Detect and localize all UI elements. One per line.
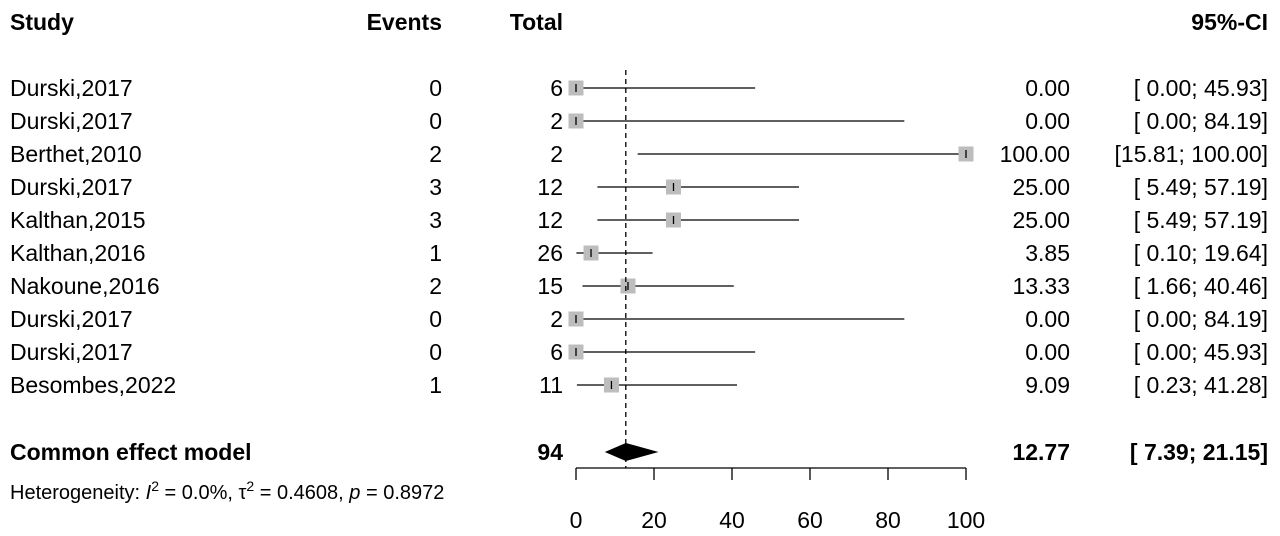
study-ci: [ 0.00; 84.19]: [1134, 306, 1268, 332]
study-ci: [ 5.49; 57.19]: [1134, 174, 1268, 200]
study-events: 1: [429, 240, 442, 266]
pooled-total: 94: [537, 439, 563, 465]
study-estimate: 0.00: [1025, 108, 1070, 134]
study-events: 3: [429, 174, 442, 200]
study-events: 0: [429, 306, 442, 332]
study-row: Kalthan,2015 3 12 25.00 [ 5.49; 57.19]: [10, 207, 1268, 233]
pooled-ci: [ 7.39; 21.15]: [1130, 439, 1268, 465]
study-row: Berthet,2010 2 2 100.00 [15.81; 100.00]: [10, 141, 1268, 167]
study-name: Kalthan,2016: [10, 240, 146, 266]
study-total: 12: [537, 207, 563, 233]
het-p-symbol: p: [348, 482, 360, 504]
study-row: Durski,2017 3 12 25.00 [ 5.49; 57.19]: [10, 174, 1268, 200]
study-events: 0: [429, 339, 442, 365]
x-tick-label: 20: [641, 507, 667, 533]
het-i2-value: = 0.0%,: [159, 482, 239, 504]
study-total: 11: [539, 372, 563, 398]
het-tau2-value: = 0.4608,: [254, 482, 349, 504]
study-ci: [ 1.66; 40.46]: [1134, 273, 1268, 299]
study-ci: [ 0.23; 41.28]: [1134, 372, 1268, 398]
pooled-row: Common effect model 94 12.77 [ 7.39; 21.15]: [10, 439, 1268, 465]
study-name: Berthet,2010: [10, 141, 142, 167]
header-events: Events: [367, 9, 442, 35]
study-estimate: 0.00: [1025, 75, 1070, 101]
study-row: Kalthan,2016 1 26 3.85 [ 0.10; 19.64]: [10, 240, 1268, 266]
study-estimate: 25.00: [1012, 207, 1070, 233]
x-axis: 0 20 40 60 80 100: [570, 467, 985, 533]
study-events: 0: [429, 75, 442, 101]
study-ci: [ 5.49; 57.19]: [1134, 207, 1268, 233]
study-name: Besombes,2022: [10, 372, 176, 398]
study-events: 2: [429, 141, 442, 167]
study-row: Durski,2017 0 6 0.00 [ 0.00; 45.93]: [10, 75, 1268, 101]
study-name: Kalthan,2015: [10, 207, 146, 233]
study-rows: Durski,2017 0 6 0.00[ 0.00; 45.93]Durski,20…: [10, 75, 1268, 398]
study-name: Durski,2017: [10, 108, 133, 134]
study-estimate: 0.00: [1025, 306, 1070, 332]
study-name: Nakoune,2016: [10, 273, 160, 299]
study-estimate: 25.00: [1012, 174, 1070, 200]
study-total: 2: [550, 141, 563, 167]
study-ci: [15.81; 100.00]: [1115, 141, 1268, 167]
study-total: 26: [537, 240, 563, 266]
study-name: Durski,2017: [10, 306, 133, 332]
header-study: Study: [10, 9, 74, 35]
x-tick-label: 0: [570, 507, 583, 533]
study-name: Durski,2017: [10, 75, 133, 101]
study-name: Durski,2017: [10, 339, 133, 365]
het-p-value: = 0.8972: [360, 482, 444, 504]
study-row: Besombes,2022 1 11 9.09[ 0.23; 41.28]: [10, 372, 1268, 398]
x-tick-label: 60: [797, 507, 823, 533]
study-estimate: 3.85: [1025, 240, 1070, 266]
study-events: 1: [429, 372, 442, 398]
study-total: 6: [550, 75, 563, 101]
study-estimate: 100.00: [1000, 141, 1070, 167]
study-row: Nakoune,2016 2 15 13.33 [ 1.66; 40.46]: [10, 273, 1268, 299]
study-estimate: 9.09: [1025, 372, 1070, 398]
x-tick-label: 100: [947, 507, 985, 533]
study-total: 15: [537, 273, 563, 299]
study-row: Durski,2017 0 6 0.00 [ 0.00; 45.93]: [10, 339, 1268, 365]
study-events: 0: [429, 108, 442, 134]
header-total: Total: [510, 9, 563, 35]
heterogeneity-text: Heterogeneity: I2 = 0.0%, τ2 = 0.4608, p…: [10, 478, 444, 504]
study-events: 2: [429, 273, 442, 299]
pooled-diamond: [604, 443, 659, 461]
het-i2-symbol: I: [146, 482, 152, 504]
study-estimate: 0.00: [1025, 339, 1070, 365]
x-tick-label: 80: [875, 507, 901, 533]
study-total: 12: [537, 174, 563, 200]
header-ci: 95%-CI: [1191, 9, 1268, 35]
pooled-estimate: 12.77: [1012, 439, 1070, 465]
het-i2-sup: 2: [151, 478, 159, 494]
study-total: 2: [550, 306, 563, 332]
het-prefix: Heterogeneity:: [10, 482, 146, 504]
study-ci: [ 0.10; 19.64]: [1134, 240, 1268, 266]
x-tick-label: 40: [719, 507, 745, 533]
pooled-label: Common effect model: [10, 439, 252, 465]
het-tau2-sup: 2: [246, 478, 254, 494]
study-total: 6: [550, 339, 563, 365]
study-total: 2: [550, 108, 563, 134]
study-estimate: 13.33: [1012, 273, 1070, 299]
study-ci: [ 0.00; 45.93]: [1134, 339, 1268, 365]
study-ci: [ 0.00; 84.19]: [1134, 108, 1268, 134]
study-row: Durski,2017 0 2 0.00 [ 0.00; 84.19]: [10, 306, 1268, 332]
study-ci: [ 0.00; 45.93]: [1134, 75, 1268, 101]
het-tau2-symbol: τ: [239, 482, 247, 504]
study-row: Durski,2017 0 2 0.00 [ 0.00; 84.19]: [10, 108, 1268, 134]
study-name: Durski,2017: [10, 174, 133, 200]
study-events: 3: [429, 207, 442, 233]
